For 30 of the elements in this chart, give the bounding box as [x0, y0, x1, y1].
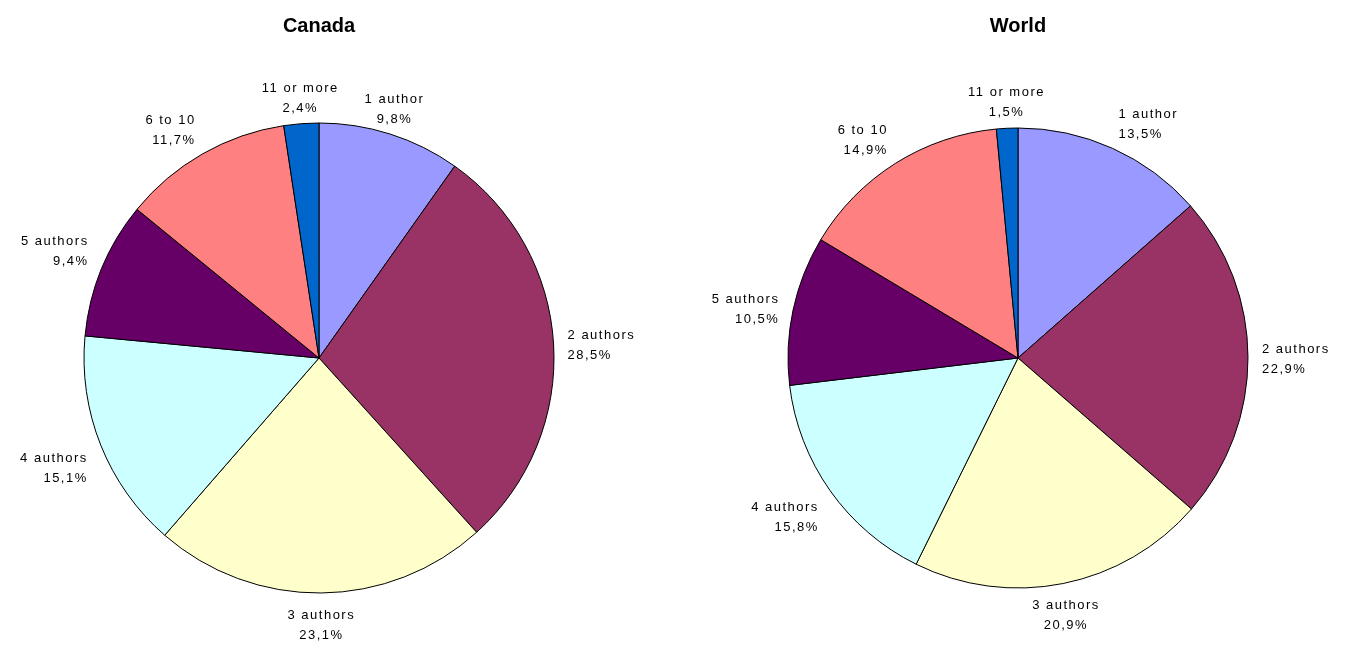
data-label: 1,5%: [988, 104, 1025, 120]
data-label: 13,5%: [1118, 125, 1163, 141]
slice-label: 11 or more: [261, 79, 339, 95]
slice-label: 3 authors: [287, 606, 356, 622]
data-label: 15,8%: [774, 518, 819, 534]
data-label: 20,9%: [1043, 617, 1089, 633]
slice-label: 6 to 10: [837, 121, 888, 137]
slice-label: 11 or more: [968, 84, 1045, 100]
chart-title: World: [989, 14, 1047, 36]
slice-label: 2 authors: [1262, 341, 1330, 357]
slice-label: 1 author: [1118, 105, 1179, 121]
slice-label: 6 to 10: [145, 111, 196, 127]
slice-label: 2 authors: [567, 327, 636, 343]
slice-label: 4 authors: [751, 498, 819, 514]
slice-label: 5 authors: [20, 233, 89, 249]
data-label: 11,7%: [152, 131, 196, 147]
slice-label: 4 authors: [20, 450, 88, 466]
data-label: 9,4%: [53, 253, 89, 269]
data-label: 10,5%: [735, 311, 780, 327]
slice-label: 1 author: [364, 90, 425, 106]
chart-title: Canada: [282, 14, 356, 36]
data-label: 14,9%: [843, 141, 888, 157]
data-label: 15,1%: [43, 470, 88, 486]
data-label: 22,9%: [1262, 361, 1307, 377]
slice-label: 5 authors: [711, 291, 780, 307]
data-label: 28,5%: [567, 347, 612, 363]
slice-label: 3 authors: [1032, 597, 1100, 613]
data-label: 9,8%: [376, 110, 413, 126]
data-label: 2,4%: [282, 99, 319, 115]
data-label: 23,1%: [299, 626, 344, 642]
